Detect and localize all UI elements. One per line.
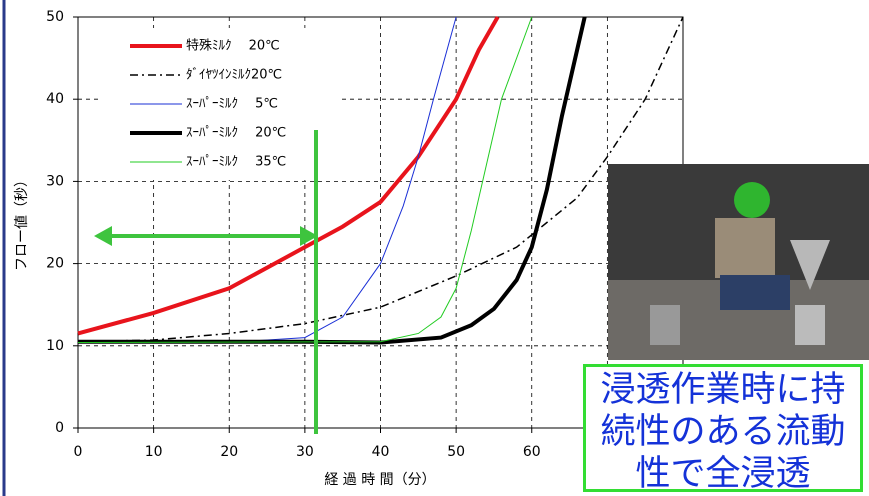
photo (608, 164, 869, 360)
x-tick-label: 0 (74, 444, 83, 460)
legend-label: ｽｰﾊﾟｰﾐﾙｸ 20℃ (186, 126, 286, 141)
y-tick-label: 10 (46, 338, 64, 354)
y-axis-title: フロー値（秒） (14, 173, 30, 271)
y-tick-label: 50 (46, 9, 64, 25)
worker-legs (720, 275, 790, 310)
annotation-box: 浸透作業時に持続性のある流動性で全浸透 (583, 364, 863, 494)
x-tick-label: 30 (296, 444, 314, 460)
cup (795, 305, 825, 345)
series-line (77, 16, 533, 344)
arrow-head (300, 226, 318, 246)
y-tick-label: 40 (46, 91, 64, 107)
legend-label: 特殊ﾐﾙｸ 20℃ (186, 39, 280, 54)
plot: 0102030405001020304050607080 (46, 9, 692, 460)
x-tick-label: 10 (145, 444, 163, 460)
x-axis-title: 経 過 時 間（分） (324, 472, 435, 488)
series-line (77, 16, 500, 336)
x-tick-label: 50 (447, 444, 465, 460)
worker (715, 218, 775, 278)
y-tick-label: 20 (46, 256, 64, 272)
legend-label: ｽｰﾊﾟｰﾐﾙｸ 5℃ (186, 97, 278, 112)
helmet (734, 182, 770, 218)
annotation-marks (94, 130, 318, 434)
legend-label: ﾀﾞｲﾔﾂｲﾝﾐﾙｸ20℃ (186, 68, 282, 83)
cup (650, 305, 680, 345)
funnel (790, 240, 830, 290)
series-line (77, 16, 684, 343)
x-tick-label: 60 (523, 444, 541, 460)
y-tick-label: 0 (55, 420, 64, 436)
x-tick-label: 20 (220, 444, 238, 460)
legend-label: ｽｰﾊﾟｰﾐﾙｸ 35℃ (186, 155, 286, 170)
x-tick-label: 40 (372, 444, 390, 460)
y-tick-label: 30 (46, 173, 64, 189)
legend: 特殊ﾐﾙｸ 20℃ ﾀﾞｲﾔﾂｲﾝﾐﾙｸ20℃ ｽｰﾊﾟｰﾐﾙｸ 5℃ ｽｰﾊﾟｰﾐﾙ… (100, 28, 340, 180)
arrow-head (94, 226, 112, 246)
